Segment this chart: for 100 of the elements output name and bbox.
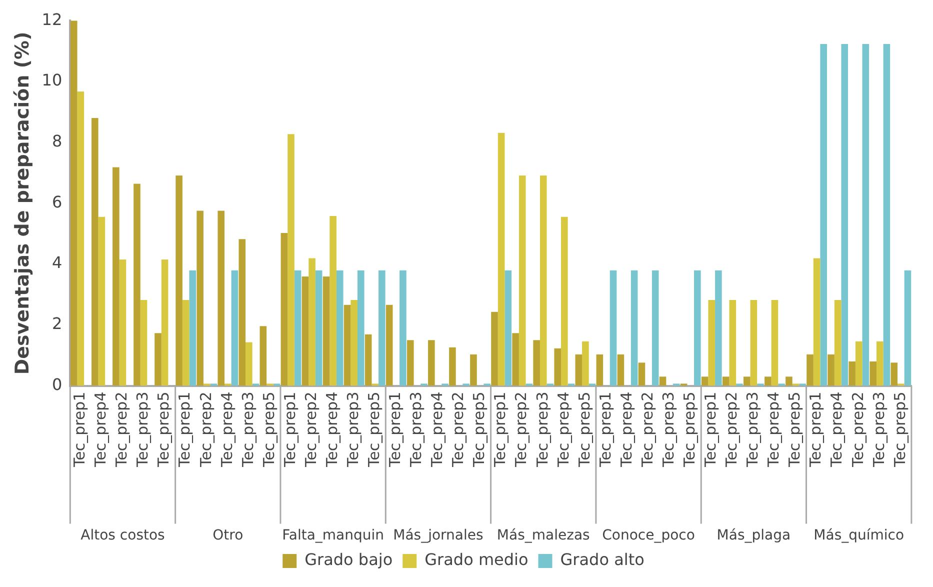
bar: [518, 175, 526, 386]
bar: [701, 376, 708, 386]
bar: [400, 270, 406, 386]
x-tick-label: Tec_prep2: [112, 392, 131, 468]
x-tick-label: Tec_prep3: [238, 392, 257, 468]
y-tick-label: 0: [52, 374, 62, 394]
x-tick-label: Tec_prep4: [828, 392, 846, 468]
bar: [280, 233, 288, 386]
bar: [771, 300, 778, 386]
bar: [554, 348, 562, 386]
x-tick-label: Tec_prep2: [848, 392, 867, 468]
x-tick-label: Tec_prep5: [260, 392, 278, 468]
x-tick-label: Tec_prep4: [617, 392, 636, 468]
text: Más_plaga: [716, 527, 791, 544]
bar: [294, 270, 302, 386]
bar: [357, 270, 364, 386]
bar: [750, 300, 758, 386]
bar: [470, 354, 477, 386]
bar: [504, 270, 512, 386]
bar: [344, 304, 351, 386]
bar: [231, 270, 238, 386]
bar: [512, 333, 519, 386]
bar: [140, 300, 148, 386]
x-tick-label: Tec_prep2: [512, 392, 530, 468]
bar: [630, 270, 638, 386]
bar: [449, 347, 456, 386]
x-tick-label: Tec_prep5: [365, 392, 384, 468]
text: Altos costos: [80, 527, 165, 544]
bar: [904, 270, 912, 386]
bar: [715, 270, 722, 386]
bar: [617, 354, 624, 386]
x-tick-label: Tec_prep5: [575, 392, 594, 468]
x-tick-label: Tec_prep4: [764, 392, 783, 468]
bar: [77, 92, 84, 386]
x-tick-label: Tec_prep3: [344, 392, 362, 468]
text: Otro: [212, 527, 244, 544]
bar: [161, 259, 168, 386]
y-tick-label: 4: [52, 253, 62, 272]
x-tick-label: Tec_prep5: [786, 392, 804, 468]
bar: [806, 354, 814, 386]
bar: [246, 342, 252, 386]
bar: [330, 216, 336, 386]
bar: [848, 361, 856, 386]
x-tick-label: Tec_prep1: [176, 392, 194, 468]
y-tick-label: 10: [42, 70, 62, 90]
x-tick-label: Tec_prep5: [680, 392, 698, 468]
bar: [315, 270, 322, 386]
bar: [238, 239, 246, 386]
bar: [582, 341, 589, 386]
bar: [134, 184, 140, 386]
legend-label: Grado bajo: [304, 550, 393, 570]
x-tick-label: Tec_prep2: [722, 392, 741, 468]
x-tick-label: Tec_prep1: [596, 392, 614, 468]
bar: [834, 300, 842, 386]
y-tick-label: 8: [52, 131, 62, 150]
bar: [890, 362, 898, 386]
bar: [112, 167, 120, 386]
bar: [98, 216, 106, 386]
bar: [820, 44, 827, 386]
x-tick-label: Tec_prep5: [890, 392, 909, 468]
bar: [708, 300, 716, 386]
x-tick-label: Tec_prep1: [386, 392, 404, 468]
bar: [610, 270, 617, 386]
bar: [841, 44, 848, 386]
bar: [322, 276, 330, 386]
bar: [659, 376, 666, 386]
x-tick-label: Tec_prep1: [702, 392, 720, 468]
x-tick-label: Tec_prep3: [659, 392, 678, 468]
bar: [182, 300, 190, 386]
bar: [119, 259, 126, 386]
x-tick-label: Tec_prep2: [196, 392, 215, 468]
bar: [722, 376, 730, 386]
x-tick-label: Tec_prep2: [302, 392, 320, 468]
bar: [694, 270, 701, 386]
bar: [533, 340, 540, 386]
bar: [406, 340, 414, 386]
bar: [498, 132, 505, 386]
x-tick-label: Tec_prep4: [92, 392, 110, 468]
bar: [336, 270, 344, 386]
x-tick-label: Tec_prep2: [449, 392, 468, 468]
bar: [92, 118, 98, 386]
x-tick-label: Tec_prep4: [322, 392, 341, 468]
bar: [428, 340, 435, 386]
legend-label: Grado medio: [424, 550, 528, 570]
x-tick-label: Tec_prep3: [744, 392, 762, 468]
bar: [575, 354, 582, 386]
bar: [855, 341, 862, 386]
bar: [638, 362, 646, 386]
x-tick-label: Tec_prep1: [491, 392, 510, 468]
x-tick-label: Tec_prep3: [134, 392, 152, 468]
bar: [189, 270, 196, 386]
bar: [378, 270, 386, 386]
x-tick-label: Tec_prep3: [533, 392, 552, 468]
bar: [744, 376, 750, 386]
bar: [786, 376, 792, 386]
x-tick-label: Tec_prep1: [280, 392, 299, 468]
x-tick-label: Tec_prep2: [638, 392, 656, 468]
x-tick-label: Tec_prep4: [218, 392, 236, 468]
text: Falta_manquin: [282, 527, 384, 544]
text: Más_malezas: [496, 527, 590, 544]
